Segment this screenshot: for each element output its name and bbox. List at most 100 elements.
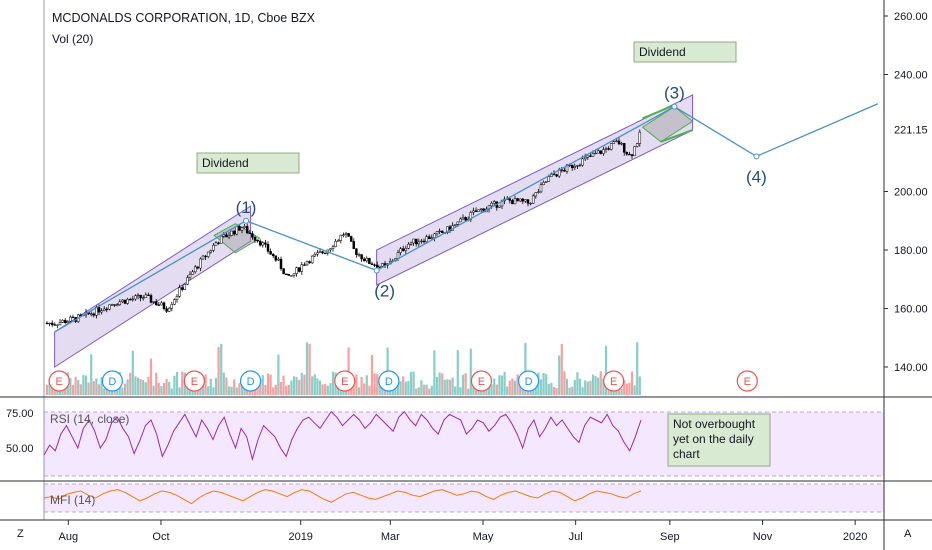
volume-bar: [607, 387, 610, 395]
volume-bar: [233, 379, 236, 395]
volume-bar: [298, 379, 301, 395]
price-tick-label: 200.00: [894, 187, 928, 199]
volume-bar: [451, 377, 454, 395]
candle-body: [69, 316, 72, 322]
candle-body: [56, 324, 59, 326]
dividend-callout-2[interactable]: [633, 41, 737, 63]
candle-body: [134, 295, 137, 300]
candle-body: [170, 304, 174, 309]
volume-bar: [456, 350, 459, 395]
candle-body: [414, 238, 418, 245]
candles-layer: [45, 129, 642, 329]
volume-bar: [264, 384, 267, 395]
volume-bar: [602, 378, 605, 395]
volume-bar: [139, 379, 142, 395]
volume-bar: [446, 379, 449, 395]
candle-body: [373, 264, 376, 266]
volume-bar: [131, 350, 134, 395]
volume-bar: [71, 384, 75, 395]
volume-bar: [144, 382, 147, 395]
candle-body: [297, 267, 301, 272]
volume-bar: [638, 376, 641, 395]
symbol-title[interactable]: MCDONALDS CORPORATION, 1D, Cboe BZX: [52, 11, 316, 25]
volume-indicator-title[interactable]: Vol (20): [52, 32, 94, 46]
candle-body: [61, 319, 64, 323]
wave-label: (4): [746, 167, 767, 186]
candle-body: [615, 140, 618, 142]
volume-bar: [129, 372, 132, 395]
candle-body: [230, 230, 233, 236]
candle-body: [516, 198, 519, 202]
candle-body: [292, 273, 296, 276]
event-marker: [517, 370, 540, 392]
candle-body: [279, 258, 283, 269]
timezone-button[interactable]: Z: [17, 528, 24, 540]
volume-bar: [430, 385, 433, 395]
candle-body: [201, 255, 205, 260]
volume-bar: [155, 372, 158, 395]
event-marker-label: D: [525, 376, 533, 388]
wave-label: (2): [374, 281, 395, 300]
candle-body: [412, 238, 415, 244]
volume-bar: [558, 355, 561, 395]
volume-bar: [394, 383, 397, 395]
volume-bar: [321, 384, 324, 395]
wave-point: [243, 217, 250, 224]
rsi-tick-label: 75.00: [6, 408, 34, 420]
candle-body: [425, 236, 428, 243]
volume-bar: [597, 377, 600, 395]
candle-body: [162, 302, 166, 309]
volume-bar: [524, 342, 527, 395]
volume-bar: [240, 380, 244, 395]
channel-wave-1: [54, 205, 252, 368]
volume-bar: [560, 344, 563, 395]
candle-body: [141, 297, 145, 299]
volume-bar: [565, 378, 569, 395]
volume-bar: [469, 348, 472, 395]
volume-bar: [79, 384, 82, 395]
volume-bar: [376, 374, 379, 395]
volume-bar: [633, 385, 636, 395]
volume-bar: [513, 380, 517, 395]
volume-bar: [435, 376, 439, 395]
candle-body: [66, 321, 70, 323]
mfi-title: MFI (14): [50, 493, 95, 507]
dividend-callout-1[interactable]: [196, 152, 300, 174]
candle-body: [290, 275, 293, 277]
candle-body: [342, 234, 345, 236]
volume-bar: [170, 388, 173, 395]
candle-body: [620, 143, 623, 145]
candle-body: [196, 266, 200, 269]
candle-body: [490, 202, 493, 207]
candle-body: [368, 257, 371, 264]
event-marker-label: E: [191, 376, 198, 388]
candle-body: [560, 169, 564, 171]
candle-body: [370, 263, 374, 265]
volume-bar: [303, 374, 306, 395]
volume-bar: [134, 376, 137, 395]
candle-body: [607, 148, 610, 150]
candle-body: [238, 226, 241, 231]
volume-bar: [459, 387, 462, 395]
candle-body: [537, 191, 540, 193]
rsi-note-callout[interactable]: [667, 413, 771, 467]
auto-scale-button[interactable]: A: [904, 528, 912, 540]
volume-bar: [578, 378, 582, 395]
volume-bar: [51, 387, 54, 395]
candle-body: [594, 152, 597, 155]
candle-body: [479, 208, 483, 210]
volume-bar: [95, 378, 98, 395]
volume-bar: [542, 372, 545, 395]
volume-bar: [610, 387, 613, 395]
volume-bar: [487, 382, 491, 395]
candle-body: [287, 274, 291, 276]
candle-body: [521, 198, 525, 202]
event-marker: [736, 370, 758, 392]
volume-bar: [225, 377, 228, 395]
volume-bar: [576, 372, 579, 395]
volume-bar: [550, 382, 553, 395]
volume-bar: [591, 374, 595, 395]
candle-body: [100, 310, 103, 313]
candle-body: [105, 308, 109, 311]
